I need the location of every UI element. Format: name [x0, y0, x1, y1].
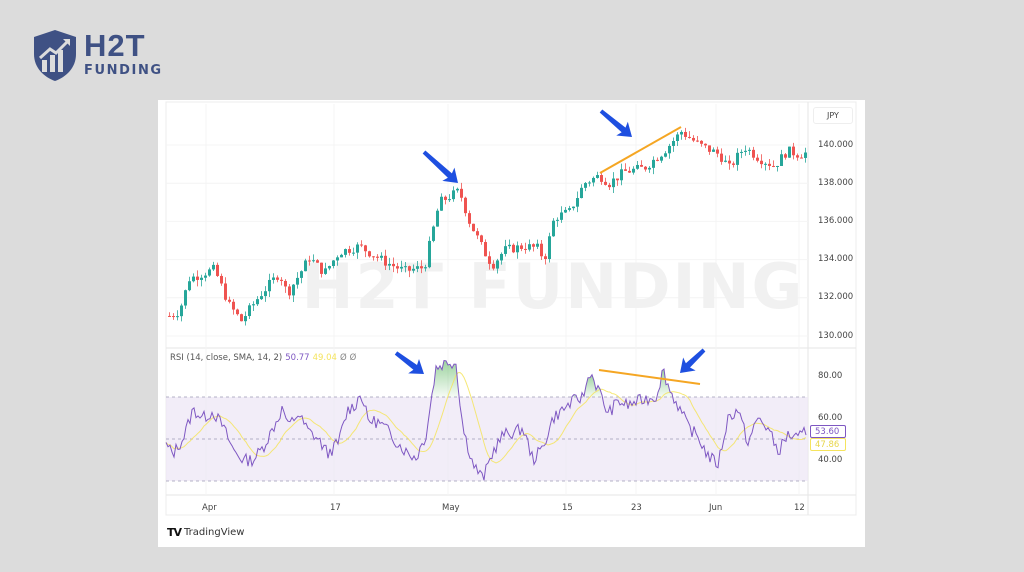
svg-text:H2T FUNDING: H2T FUNDING: [302, 250, 805, 323]
shield-chart-icon: [34, 30, 76, 81]
chart-card: H2T FUNDING JPY 140.000 138.000 136.000 …: [158, 100, 865, 547]
time-tick: 15: [562, 503, 573, 513]
time-tick: Apr: [202, 503, 217, 513]
tradingview-attribution[interactable]: TV TradingView: [167, 526, 244, 539]
brand-logo: H2T FUNDING: [32, 28, 163, 82]
tradingview-logo-icon: TV: [167, 526, 182, 539]
rsi-legend-extra: Ø: [349, 353, 357, 363]
annotation-arrow-icon: [422, 150, 459, 184]
price-tick: 130.000: [818, 331, 854, 341]
time-tick: 12: [794, 503, 805, 513]
rsi-sma-legend-value: 49.04: [312, 353, 337, 363]
price-tick: 136.000: [818, 216, 854, 226]
brand-name: H2T: [84, 27, 146, 63]
price-tick: 132.000: [818, 292, 854, 302]
rsi-legend-name: RSI (14, close, SMA, 14, 2): [170, 353, 283, 363]
time-tick: 17: [330, 503, 341, 513]
annotation-arrow-icon: [599, 109, 633, 138]
time-tick: 23: [631, 503, 642, 513]
tradingview-label: TradingView: [184, 527, 245, 538]
rsi-sma-value-tag: 47.86: [810, 438, 846, 451]
time-tick: May: [442, 503, 460, 513]
rsi-tick: 60.00: [818, 413, 843, 423]
annotation-arrow-icon: [680, 348, 706, 373]
rsi-tick: 40.00: [818, 455, 843, 465]
rsi-legend-value: 50.77: [285, 353, 310, 363]
rsi-value-tag: 53.60: [810, 425, 846, 438]
price-tick: 134.000: [818, 254, 854, 264]
rsi-legend[interactable]: RSI (14, close, SMA, 14, 2) 50.77 49.04 Ø Ø: [170, 353, 356, 363]
rsi-tick: 80.00: [818, 371, 843, 381]
price-tick: 138.000: [818, 178, 854, 188]
brand-subtitle: FUNDING: [84, 62, 163, 78]
price-and-rsi-chart[interactable]: H2T FUNDING: [158, 100, 865, 547]
annotation-arrow-icon: [394, 351, 425, 374]
time-tick: Jun: [709, 503, 723, 513]
rsi-legend-extra: Ø: [339, 353, 347, 363]
currency-label[interactable]: JPY: [813, 107, 853, 124]
price-tick: 140.000: [818, 140, 854, 150]
